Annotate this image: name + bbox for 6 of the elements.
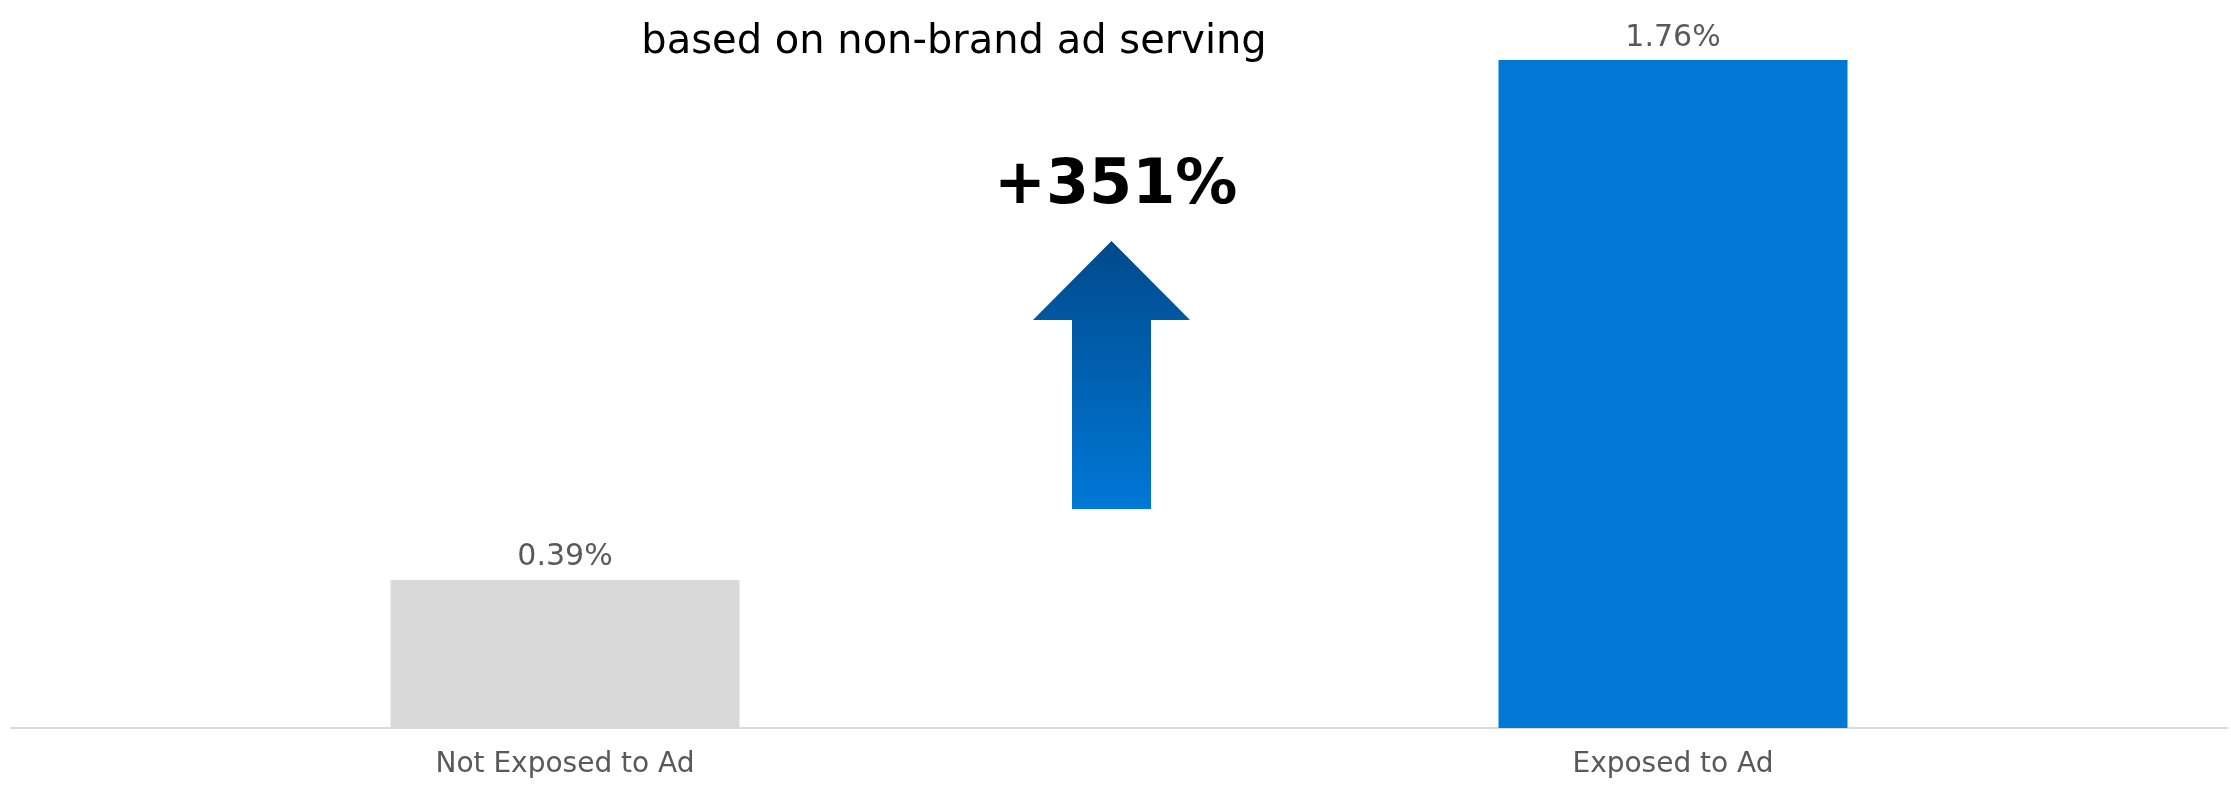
- data-label: 1.76%: [1625, 17, 1721, 53]
- chart-title: based on non-brand ad serving: [641, 16, 1267, 62]
- x-tick-label: Not Exposed to Ad: [435, 745, 695, 779]
- annotation: +351%: [994, 144, 1238, 218]
- x-tick-label: Exposed to Ad: [1572, 745, 1774, 779]
- data-label: 0.39%: [517, 537, 613, 573]
